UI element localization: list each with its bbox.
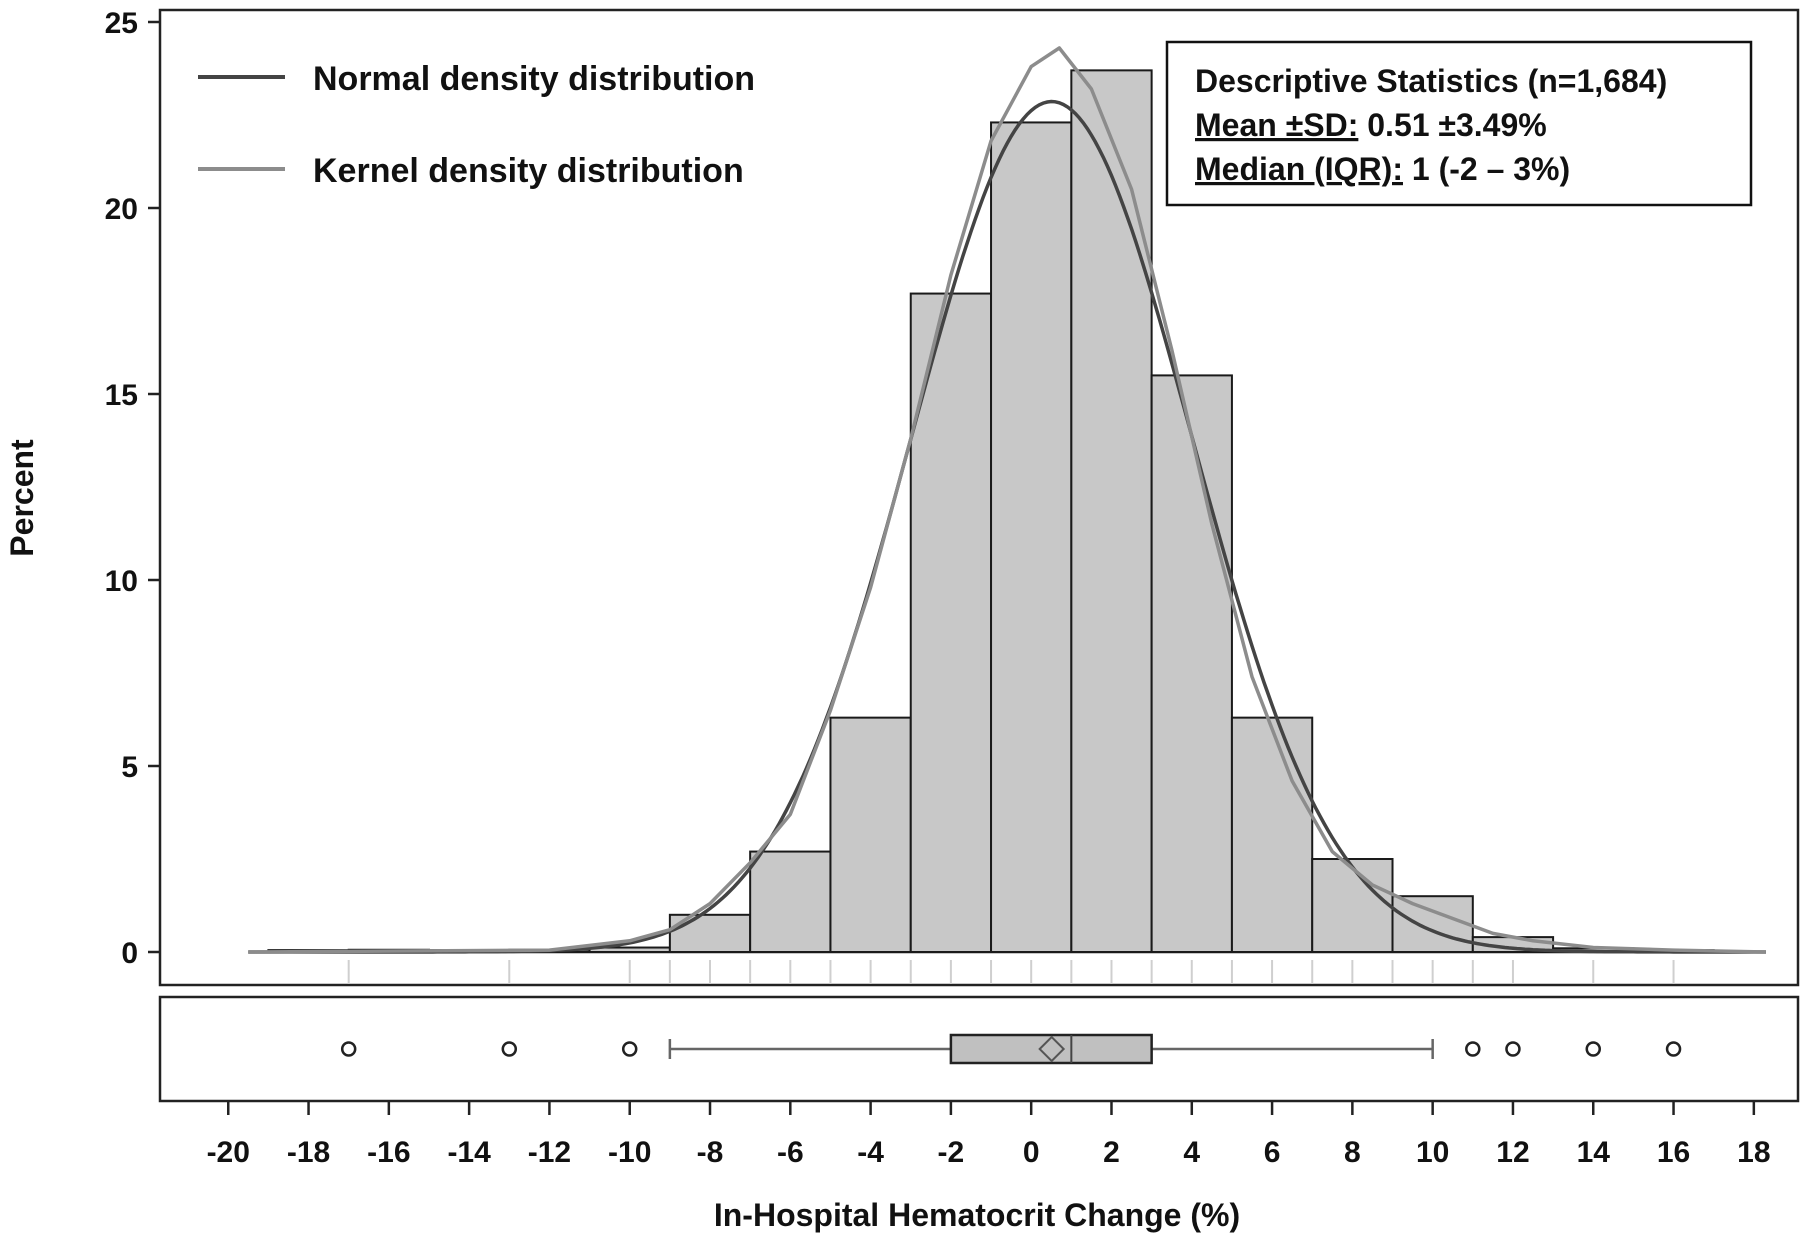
boxplot-outlier	[501, 1041, 518, 1057]
x-tick-label: 2	[1103, 1136, 1120, 1169]
boxplot-outlier	[1465, 1041, 1481, 1057]
histogram-bar	[1230, 716, 1314, 954]
x-tick-label: 4	[1183, 1136, 1200, 1169]
y-tick-label: 5	[121, 751, 138, 784]
x-tick-label: 8	[1344, 1136, 1361, 1169]
x-tick-label: -10	[608, 1136, 651, 1169]
x-tick-label: -20	[207, 1136, 250, 1169]
stats-mean-value: 0.51 ±3.49%	[1358, 107, 1546, 143]
histogram-bar	[749, 850, 832, 953]
histogram-bar	[1391, 895, 1474, 954]
x-tick-label: 12	[1496, 1136, 1529, 1169]
x-tick-label: -4	[857, 1136, 884, 1169]
y-axis-ticks: 0 5 10 15 20 25	[105, 7, 160, 970]
x-tick-label: 14	[1577, 1136, 1611, 1169]
x-tick-label: -6	[777, 1136, 804, 1169]
y-tick-label: 20	[105, 193, 138, 226]
x-tick-label: -16	[367, 1136, 410, 1169]
legend-label-normal: Normal density distribution	[313, 60, 755, 98]
boxplot-mean-marker	[1038, 1035, 1066, 1063]
stats-median-label: Median (IQR):	[1195, 151, 1403, 187]
x-tick-label: 16	[1657, 1136, 1690, 1169]
y-tick-label: 15	[105, 379, 138, 412]
x-tick-label: -8	[697, 1136, 724, 1169]
stats-box-frame	[1165, 40, 1753, 207]
x-tick-label: 10	[1416, 1136, 1449, 1169]
x-axis-ticks: -20 -18 -16 -14 -12 -10 -8 -6 -4 -2 0 2 4 6 8 10 12 14 16 1…	[207, 1101, 1771, 1169]
x-tick-label: 6	[1264, 1136, 1281, 1169]
boxplot-outlier	[1665, 1041, 1682, 1057]
stats-median-line: Median (IQR): 1 (-2 – 3%)	[1195, 151, 1570, 187]
x-axis-label: In-Hospital Hematocrit Change (%)	[714, 1197, 1240, 1233]
stats-mean-line: Mean ±SD: 0.51 ±3.49%	[1195, 107, 1547, 143]
boxplot-outlier	[1585, 1041, 1601, 1057]
histogram-bar	[1150, 374, 1233, 953]
stats-median-value: 1 (-2 – 3%)	[1403, 151, 1570, 187]
x-tick-label: 0	[1023, 1136, 1040, 1169]
stats-mean-label: Mean ±SD:	[1195, 107, 1358, 143]
histogram-bars	[248, 69, 1766, 954]
kernel-density-curve	[248, 46, 1766, 954]
x-tick-label: -14	[447, 1136, 491, 1169]
stats-box: Descriptive Statistics (n=1,684) Mean ±S…	[1165, 40, 1753, 207]
boxplot-outlier	[1505, 1041, 1521, 1057]
y-axis-label: Percent	[4, 439, 40, 557]
stats-title: Descriptive Statistics (n=1,684)	[1195, 63, 1667, 99]
histogram-bar	[990, 121, 1073, 953]
y-tick-label: 0	[121, 937, 138, 970]
y-tick-label: 25	[105, 7, 138, 40]
boxplot	[340, 1033, 1682, 1065]
legend-label-kernel: Kernel density distribution	[313, 152, 744, 190]
legend: Normal density distribution Kernel densi…	[198, 60, 755, 190]
y-tick-label: 10	[105, 565, 138, 598]
boxplot-outlier	[340, 1041, 357, 1057]
rug-marks	[347, 960, 1675, 984]
x-tick-label: -12	[528, 1136, 571, 1169]
x-tick-label: -2	[938, 1136, 965, 1169]
histogram-bar	[1311, 858, 1394, 953]
x-tick-label: 18	[1737, 1136, 1770, 1169]
density-curves	[248, 46, 1766, 954]
x-tick-label: -18	[287, 1136, 330, 1169]
histogram-bar	[829, 716, 912, 954]
boxplot-outlier	[621, 1041, 638, 1057]
histogram-bar	[1070, 69, 1153, 954]
histogram-bar	[909, 292, 993, 953]
